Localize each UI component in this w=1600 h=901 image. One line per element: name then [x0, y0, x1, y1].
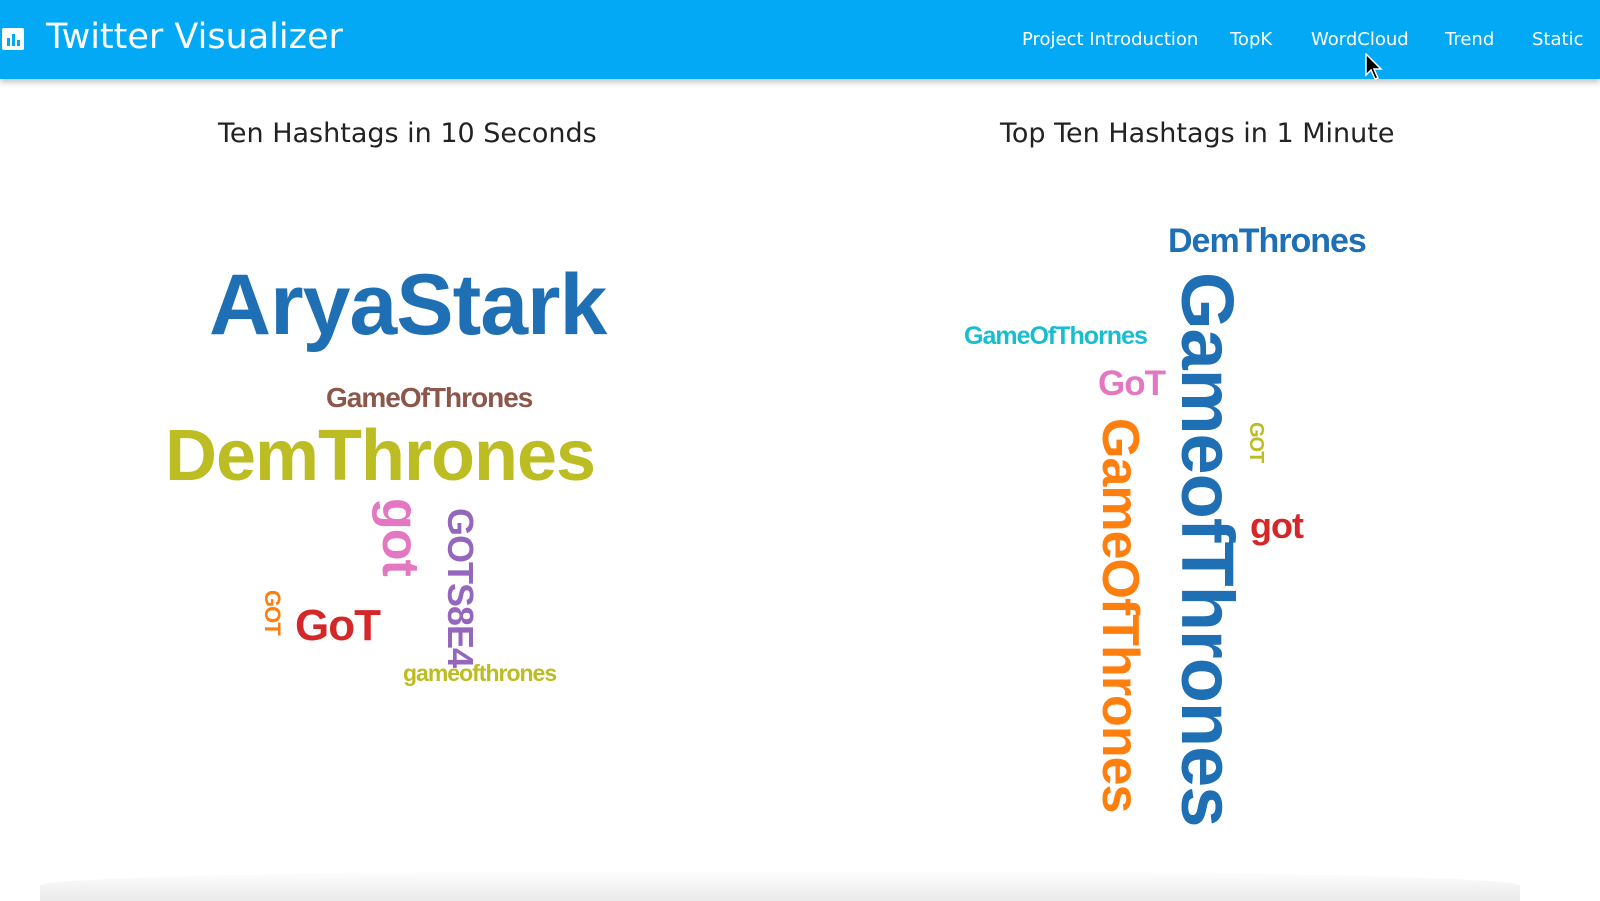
bar-chart-icon[interactable] [2, 28, 24, 50]
nav-wordcloud[interactable]: WordCloud [1311, 29, 1409, 50]
app-title[interactable]: Twitter Visualizer [46, 17, 343, 57]
cloud-word: got [1250, 505, 1304, 546]
nav-static[interactable]: Static [1532, 29, 1584, 50]
cloud-word: GameOfThrones [326, 382, 533, 413]
cloud-word: GameOfThrones [1091, 418, 1149, 813]
cloud-word: GameOfThornes [964, 322, 1148, 350]
cloud-word: GOTS8E4 [440, 508, 481, 668]
cloud-word: gameofthrones [403, 660, 557, 686]
cloud-word: got [371, 498, 429, 576]
bottom-shadow [40, 870, 1520, 901]
cloud-word: GOT [1245, 422, 1267, 463]
cloud-word: DemThrones [1168, 222, 1367, 260]
cloud-word: DemThrones [165, 416, 596, 496]
cloud-word: GameofThrones [1166, 272, 1249, 827]
cloud-word: AryaStark [209, 257, 607, 353]
nav-trend[interactable]: Trend [1445, 29, 1495, 50]
nav-project-introduction[interactable]: Project Introduction [1022, 29, 1199, 50]
left-cloud-title: Ten Hashtags in 10 Seconds [218, 118, 597, 149]
right-cloud-title: Top Ten Hashtags in 1 Minute [1000, 118, 1395, 149]
mouse-cursor-icon [1365, 53, 1383, 80]
cloud-word: GoT [295, 601, 381, 650]
cloud-word: GOT [260, 590, 285, 635]
cloud-word: GoT [1098, 364, 1166, 403]
nav-topk[interactable]: TopK [1230, 29, 1273, 50]
top-navbar: Twitter Visualizer Project Introduction … [0, 0, 1600, 79]
